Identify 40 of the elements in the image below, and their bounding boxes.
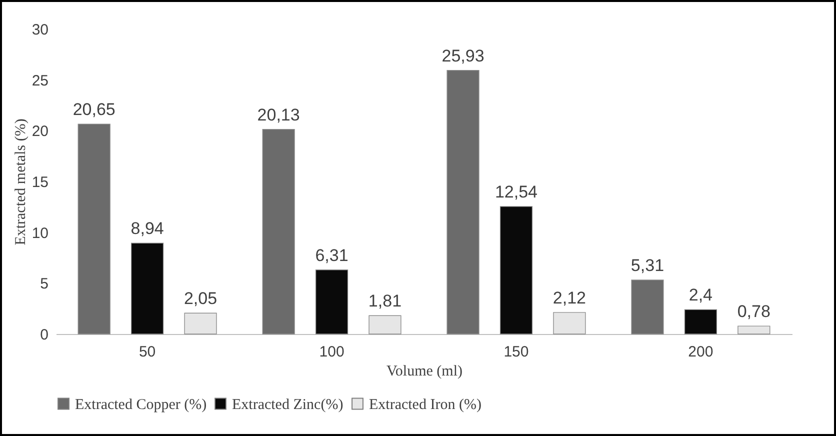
x-axis-title: Volume (ml): [386, 364, 462, 380]
x-tick-label: 200: [688, 344, 714, 360]
data-label: 1,81: [368, 292, 402, 311]
legend-label: Extracted Zinc(%): [232, 396, 344, 413]
data-label: 2,05: [184, 289, 218, 308]
legend-label: Extracted Copper (%): [75, 396, 207, 413]
x-tick-label: 50: [138, 344, 156, 360]
data-label: 25,93: [442, 46, 484, 66]
y-tick-label: 15: [32, 174, 48, 191]
data-label: 2,4: [688, 286, 713, 305]
y-tick-label: 0: [40, 326, 48, 344]
data-label: 8,94: [130, 219, 164, 238]
bar: [684, 309, 718, 334]
data-label: 0,78: [737, 302, 770, 322]
data-label: 12,54: [494, 182, 538, 202]
data-label: 20,65: [72, 100, 116, 120]
bar: [553, 312, 586, 334]
bar: [184, 312, 217, 334]
data-label: 2,12: [552, 288, 586, 308]
y-tick-label: 5: [40, 276, 48, 293]
bar: [446, 70, 480, 334]
legend-label: Extracted Iron (%): [369, 396, 482, 413]
bar: [315, 270, 348, 334]
bar: [78, 124, 110, 334]
x-tick-label: 150: [504, 344, 529, 360]
bar: [262, 128, 295, 334]
data-label: 20,13: [257, 105, 300, 124]
y-tick-label: 30: [32, 22, 48, 38]
data-label: 6,31: [315, 246, 348, 265]
y-tick-label: 20: [32, 123, 48, 140]
bar: [368, 315, 402, 334]
bar: [130, 242, 164, 334]
bar: [500, 206, 533, 334]
x-tick-label: 100: [319, 344, 344, 360]
bar: [738, 326, 770, 334]
data-label: 5,31: [630, 256, 664, 276]
bar: [631, 280, 664, 334]
y-tick-label: 10: [32, 224, 48, 242]
y-tick-label: 25: [32, 72, 48, 90]
y-axis-title: Extracted metals (%): [12, 118, 29, 246]
